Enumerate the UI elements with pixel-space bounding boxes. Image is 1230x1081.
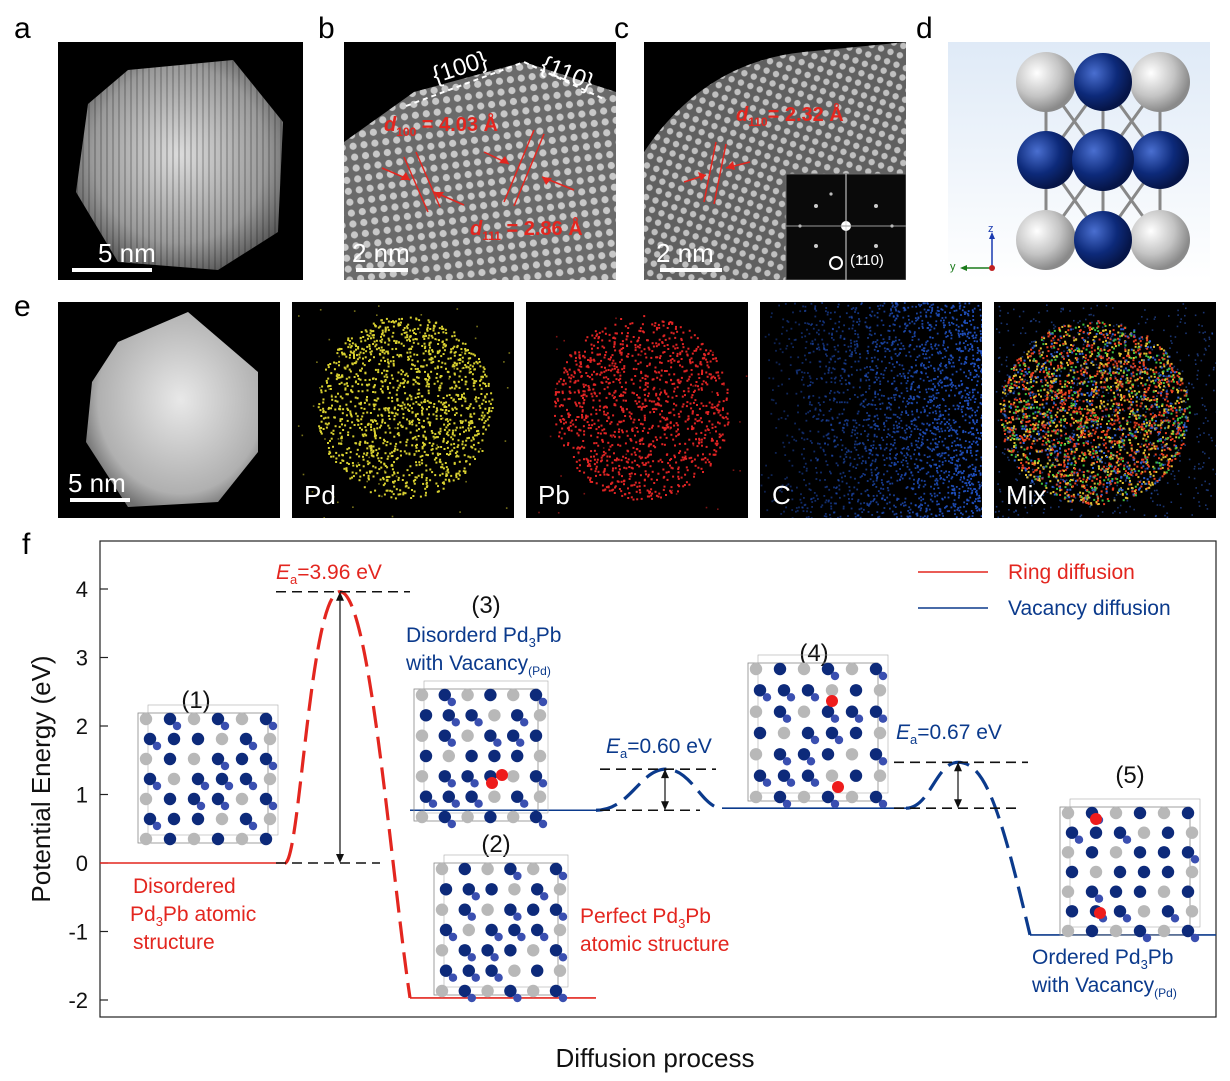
state-num-1: (1) bbox=[181, 687, 210, 714]
y-tick-label: 3 bbox=[76, 646, 88, 671]
state-desc-2: Perfect Pd3Pb atomic structure bbox=[580, 905, 729, 956]
panel-letter-a: a bbox=[14, 12, 31, 45]
eds-map-c: C bbox=[760, 302, 982, 518]
stem-image-a: 5 nm bbox=[58, 42, 303, 280]
eds-map-pd: Pd bbox=[292, 302, 514, 518]
y-axis-label: Potential Energy (eV) bbox=[26, 655, 56, 902]
axis-y-label: y bbox=[950, 261, 956, 273]
scale-text-a: 5 nm bbox=[98, 238, 156, 268]
barrier-arrow-3-head-bottom bbox=[954, 799, 962, 809]
eds-map-pb: Pb bbox=[526, 302, 748, 518]
panel-letter-b: b bbox=[318, 12, 335, 45]
y-tick-label: 2 bbox=[76, 714, 88, 739]
state-num-5: (5) bbox=[1115, 762, 1144, 789]
y-tick-label: 1 bbox=[76, 783, 88, 808]
state-desc-3: Disorderd Pd3Pb with Vacancy(Pd) bbox=[405, 624, 567, 678]
scale-bar-c bbox=[660, 268, 722, 272]
scale-text-e: 5 nm bbox=[68, 468, 126, 498]
energy-diagram: 4 3 2 1 0 -1 -2 Potential Energy (eV) Diffusio… bbox=[26, 540, 1217, 1073]
legend-vacancy-text: Vacancy diffusion bbox=[1008, 597, 1171, 620]
panel-letter-e: e bbox=[14, 290, 31, 323]
vacancy-barrier-1 bbox=[595, 767, 723, 812]
x-axis-label: Diffusion process bbox=[556, 1043, 755, 1073]
stem-image-c: d110= 2.32 Å (110) 2 nm bbox=[644, 42, 906, 280]
haadf-image-e: 5 nm bbox=[58, 302, 280, 518]
lattice-b bbox=[344, 60, 616, 280]
structure-2-illustration bbox=[433, 854, 569, 1003]
barrier-label-3: Ea=0.67 eV bbox=[896, 721, 1002, 747]
scale-bar-e bbox=[70, 498, 130, 502]
structure-1-illustration bbox=[137, 704, 279, 846]
structure-3-illustration bbox=[413, 680, 549, 829]
ring-barrier-curve bbox=[283, 590, 412, 999]
state-num-2: (2) bbox=[481, 831, 510, 858]
axis-z-label: z bbox=[988, 223, 994, 235]
scale-text-c: 2 nm bbox=[656, 238, 714, 268]
panel-letter-c: c bbox=[614, 12, 629, 45]
y-tick-label: -1 bbox=[68, 920, 88, 945]
structure-4-illustration bbox=[747, 654, 889, 809]
y-tick-label: -2 bbox=[68, 988, 88, 1013]
barrier-arrow-1-head-top bbox=[336, 591, 344, 601]
d110-label: d110= 2.32 Å bbox=[736, 104, 844, 129]
barrier-arrow-2-head-bottom bbox=[661, 801, 669, 811]
panel-letter-f: f bbox=[22, 528, 31, 561]
map-label-pd: Pd bbox=[304, 480, 336, 510]
scale-bar-a bbox=[72, 268, 152, 272]
map-label-c: C bbox=[772, 480, 791, 510]
map-label-mix: Mix bbox=[1006, 480, 1047, 510]
d100-label: d100 = 4.03 Å bbox=[384, 114, 498, 139]
plot-frame bbox=[99, 540, 1217, 1018]
scale-bar-b bbox=[356, 268, 408, 272]
barrier-label-2: Ea=0.60 eV bbox=[606, 735, 712, 761]
stem-image-b: {100} {110} d100 = 4.03 Å d111 = 2.86 Å … bbox=[344, 42, 616, 280]
legend-ring-text: Ring diffusion bbox=[1008, 561, 1135, 584]
barrier-label-1: Ea=3.96 eV bbox=[276, 561, 382, 587]
y-tick-label: 0 bbox=[76, 851, 88, 876]
vacancy-barrier-2 bbox=[905, 760, 1032, 936]
y-tick-label: 4 bbox=[76, 577, 88, 602]
lattice-c bbox=[644, 42, 906, 280]
crystal-model-d: z y bbox=[948, 42, 1210, 280]
d111-label: d111 = 2.86 Å bbox=[470, 218, 583, 243]
state-num-4: (4) bbox=[799, 640, 828, 667]
barrier-arrow-1-head-bottom bbox=[336, 854, 344, 863]
barrier-arrow-2-head-top bbox=[661, 769, 669, 779]
nanoparticle-a bbox=[76, 60, 283, 270]
fft-label: (110) bbox=[850, 252, 884, 269]
structure-5-illustration bbox=[1059, 798, 1201, 943]
map-label-pb: Pb bbox=[538, 480, 570, 510]
state-desc-5: Ordered Pd3Pb with Vacancy(Pd) bbox=[1031, 946, 1179, 1000]
state-desc-1: Disordered Pd3Pb atomic structure bbox=[130, 875, 262, 954]
panel-letter-d: d bbox=[916, 12, 933, 45]
barrier-arrow-3-head-top bbox=[954, 762, 962, 772]
scale-text-b: 2 nm bbox=[352, 238, 410, 268]
state-num-3: (3) bbox=[471, 592, 500, 619]
eds-map-mix: Mix bbox=[994, 302, 1216, 518]
